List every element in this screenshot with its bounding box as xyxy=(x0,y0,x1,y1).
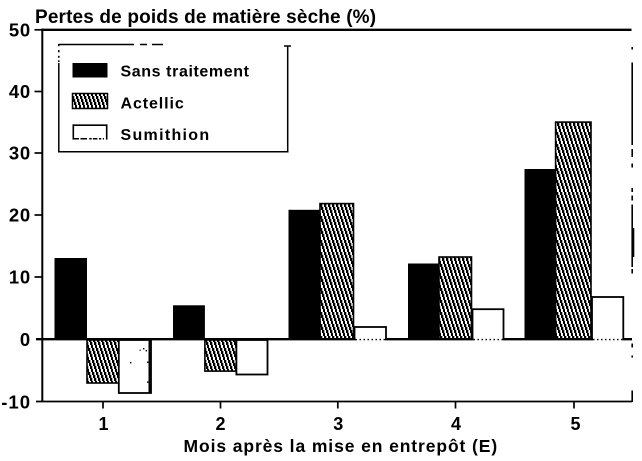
svg-text:10: 10 xyxy=(9,267,31,288)
svg-text:-10: -10 xyxy=(1,392,31,413)
svg-text:2: 2 xyxy=(215,414,225,434)
svg-text:Actellic: Actellic xyxy=(121,96,185,113)
svg-text:Pertes de poids de matière sèc: Pertes de poids de matière sèche (%) xyxy=(35,7,376,28)
svg-text:30: 30 xyxy=(9,143,31,164)
svg-text:Sans traitement: Sans traitement xyxy=(121,64,250,81)
svg-text:40: 40 xyxy=(9,81,31,102)
svg-text:4: 4 xyxy=(451,414,461,434)
svg-text:1: 1 xyxy=(98,414,108,434)
svg-text:50: 50 xyxy=(9,20,31,41)
svg-text:Sumithion: Sumithion xyxy=(121,127,211,144)
svg-text:Mois après la mise en entrepôt: Mois après la mise en entrepôt (E) xyxy=(184,436,499,456)
svg-text:20: 20 xyxy=(9,205,31,226)
svg-text:5: 5 xyxy=(570,414,580,434)
svg-text:0: 0 xyxy=(20,329,31,350)
svg-text:3: 3 xyxy=(333,414,343,434)
